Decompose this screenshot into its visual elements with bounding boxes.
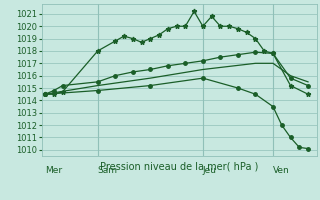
Text: Ven: Ven bbox=[273, 166, 290, 175]
Text: Sam: Sam bbox=[98, 166, 118, 175]
Text: Mer: Mer bbox=[45, 166, 62, 175]
Text: Jeu: Jeu bbox=[203, 166, 217, 175]
X-axis label: Pression niveau de la mer( hPa ): Pression niveau de la mer( hPa ) bbox=[100, 162, 258, 172]
